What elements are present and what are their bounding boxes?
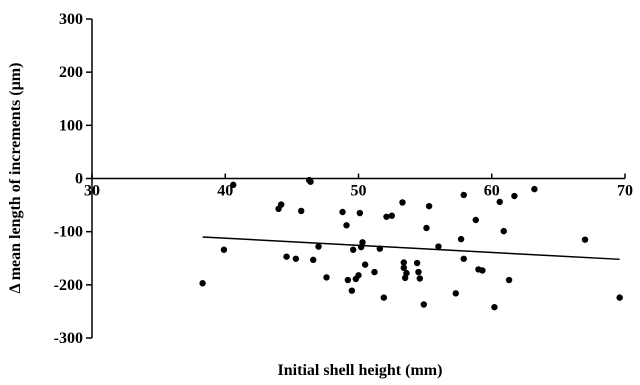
data-point (339, 208, 346, 216)
x-tick-label: 30 (84, 183, 100, 200)
data-point (355, 272, 362, 279)
data-point (356, 209, 364, 217)
data-point (403, 269, 410, 277)
y-tick-label: -300 (54, 330, 83, 347)
data-point (511, 192, 518, 200)
data-point (283, 253, 290, 260)
y-axis: 300 200 100 0 -100 -200 -300 (54, 11, 93, 347)
data-point (361, 261, 369, 268)
y-tick-label: -200 (54, 277, 83, 294)
data-point (435, 243, 442, 250)
data-point (472, 216, 479, 224)
x-axis: 30 40 50 60 70 (84, 173, 633, 200)
y-tick-label: 100 (59, 117, 83, 134)
trendline-group (202, 236, 620, 261)
data-point (278, 201, 285, 208)
data-point (376, 245, 384, 252)
data-point (315, 243, 322, 250)
data-point (413, 259, 421, 267)
data-points (199, 176, 623, 311)
data-point (380, 294, 388, 301)
data-point (416, 275, 423, 282)
data-point (359, 239, 366, 246)
data-point (309, 256, 317, 264)
data-point (496, 198, 503, 206)
y-tick-label: 300 (59, 11, 83, 28)
x-tick-label: 60 (484, 183, 500, 200)
data-point (423, 224, 430, 232)
x-axis-title: Initial shell height (mm) (278, 362, 443, 379)
data-point (531, 185, 538, 193)
data-point (230, 181, 237, 189)
x-tick-label: 40 (217, 183, 233, 200)
data-point (388, 212, 396, 219)
data-point (348, 287, 356, 294)
data-point (383, 213, 390, 220)
y-tick-label: -100 (54, 224, 83, 241)
y-tick-label: 200 (59, 64, 83, 81)
data-point (400, 264, 408, 272)
data-point (420, 301, 427, 308)
x-tick-label: 70 (617, 183, 633, 200)
data-point (460, 191, 467, 199)
data-point (581, 236, 589, 243)
trend-line (202, 236, 620, 261)
y-tick-label: 0 (75, 171, 83, 188)
data-point (307, 178, 314, 185)
data-point (371, 268, 378, 276)
data-point (199, 280, 206, 287)
x-tick-label: 50 (351, 183, 367, 200)
data-point (323, 274, 330, 281)
data-point (500, 227, 507, 235)
data-point (400, 259, 408, 266)
data-point (479, 267, 486, 274)
data-point (349, 246, 357, 253)
data-point (415, 268, 422, 276)
data-point (457, 235, 465, 243)
data-point (452, 290, 459, 297)
y-axis-title: Δ mean length of increments (µm) (7, 63, 24, 294)
data-point (343, 222, 350, 229)
data-point (298, 207, 305, 215)
data-point (292, 255, 300, 262)
data-point (344, 276, 352, 284)
data-point (220, 246, 228, 253)
data-point (399, 199, 406, 206)
data-point (491, 303, 498, 311)
data-point (425, 202, 433, 210)
data-point (505, 276, 513, 284)
data-point (616, 294, 623, 301)
data-point (460, 255, 467, 262)
